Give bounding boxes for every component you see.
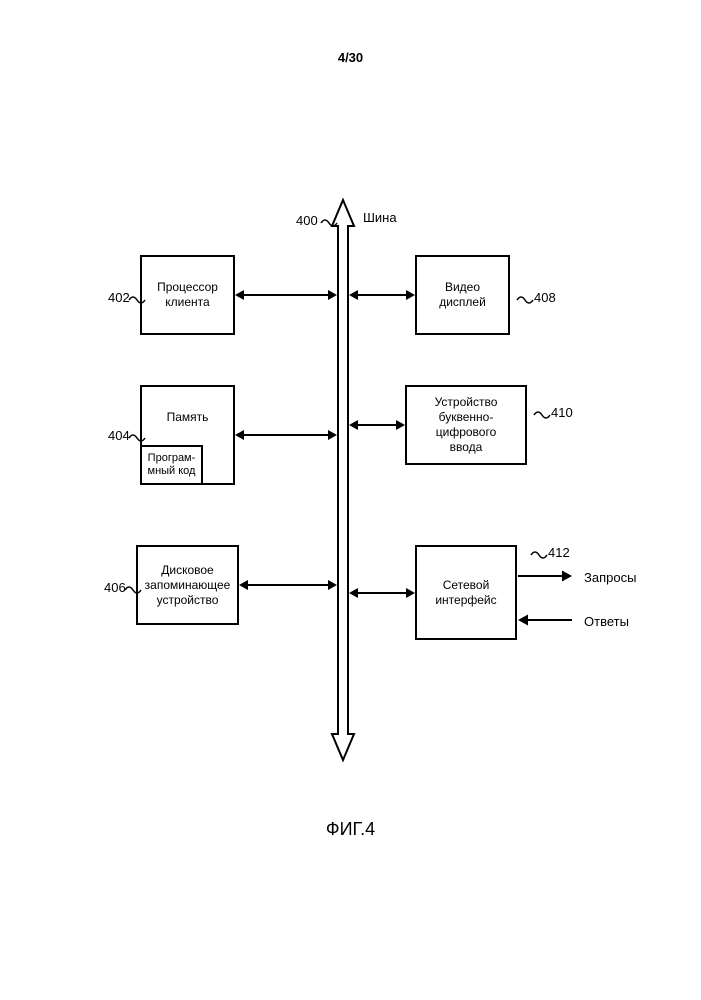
squiggle-404 <box>128 431 146 445</box>
squiggle-412 <box>530 548 548 562</box>
connector-mem <box>235 425 337 445</box>
connector-proc <box>235 285 337 305</box>
box-video: Видео дисплей <box>415 255 510 335</box>
connector-input <box>349 415 405 435</box>
squiggle-400 <box>320 216 338 230</box>
page-number: 4/30 <box>0 50 701 65</box>
page: 4/30 Шина 400 Процессорклиента 402 Памят… <box>0 0 701 1000</box>
box-processor: Процессорклиента <box>140 255 235 335</box>
squiggle-408 <box>516 293 534 307</box>
connector-video <box>349 285 415 305</box>
ref-402: 402 <box>108 290 130 305</box>
ref-406: 406 <box>104 580 126 595</box>
label-responses: Ответы <box>584 614 629 629</box>
box-processor-text: Процессорклиента <box>157 280 218 310</box>
arrow-responses-in <box>518 610 572 630</box>
ref-408: 408 <box>534 290 556 305</box>
arrow-requests-out <box>518 566 572 586</box>
box-input: Устройствобуквенно-цифровоговвода <box>405 385 527 465</box>
bus-arrow <box>330 200 356 760</box>
ref-410: 410 <box>551 405 573 420</box>
ref-404: 404 <box>108 428 130 443</box>
label-requests: Запросы <box>584 570 636 585</box>
connector-net <box>349 583 415 603</box>
bus-label: Шина <box>363 210 397 225</box>
connector-disk <box>239 575 337 595</box>
box-memory-code-text: Програм-мный код <box>148 452 196 477</box>
figure-caption: ФИГ.4 <box>0 819 701 840</box>
box-net-text: Сетевойинтерфейс <box>435 578 496 608</box>
box-memory-code: Програм-мный код <box>140 445 203 485</box>
squiggle-406 <box>124 583 142 597</box>
box-disk: Дисковоезапоминающееустройство <box>136 545 239 625</box>
box-memory-text: Память <box>167 410 209 425</box>
box-video-text: Видео дисплей <box>421 280 504 310</box>
box-input-text: Устройствобуквенно-цифровоговвода <box>411 395 521 455</box>
box-disk-text: Дисковоезапоминающееустройство <box>145 563 231 608</box>
squiggle-402 <box>128 293 146 307</box>
ref-400: 400 <box>296 213 318 228</box>
squiggle-410 <box>533 408 551 422</box>
box-net: Сетевойинтерфейс <box>415 545 517 640</box>
ref-412: 412 <box>548 545 570 560</box>
